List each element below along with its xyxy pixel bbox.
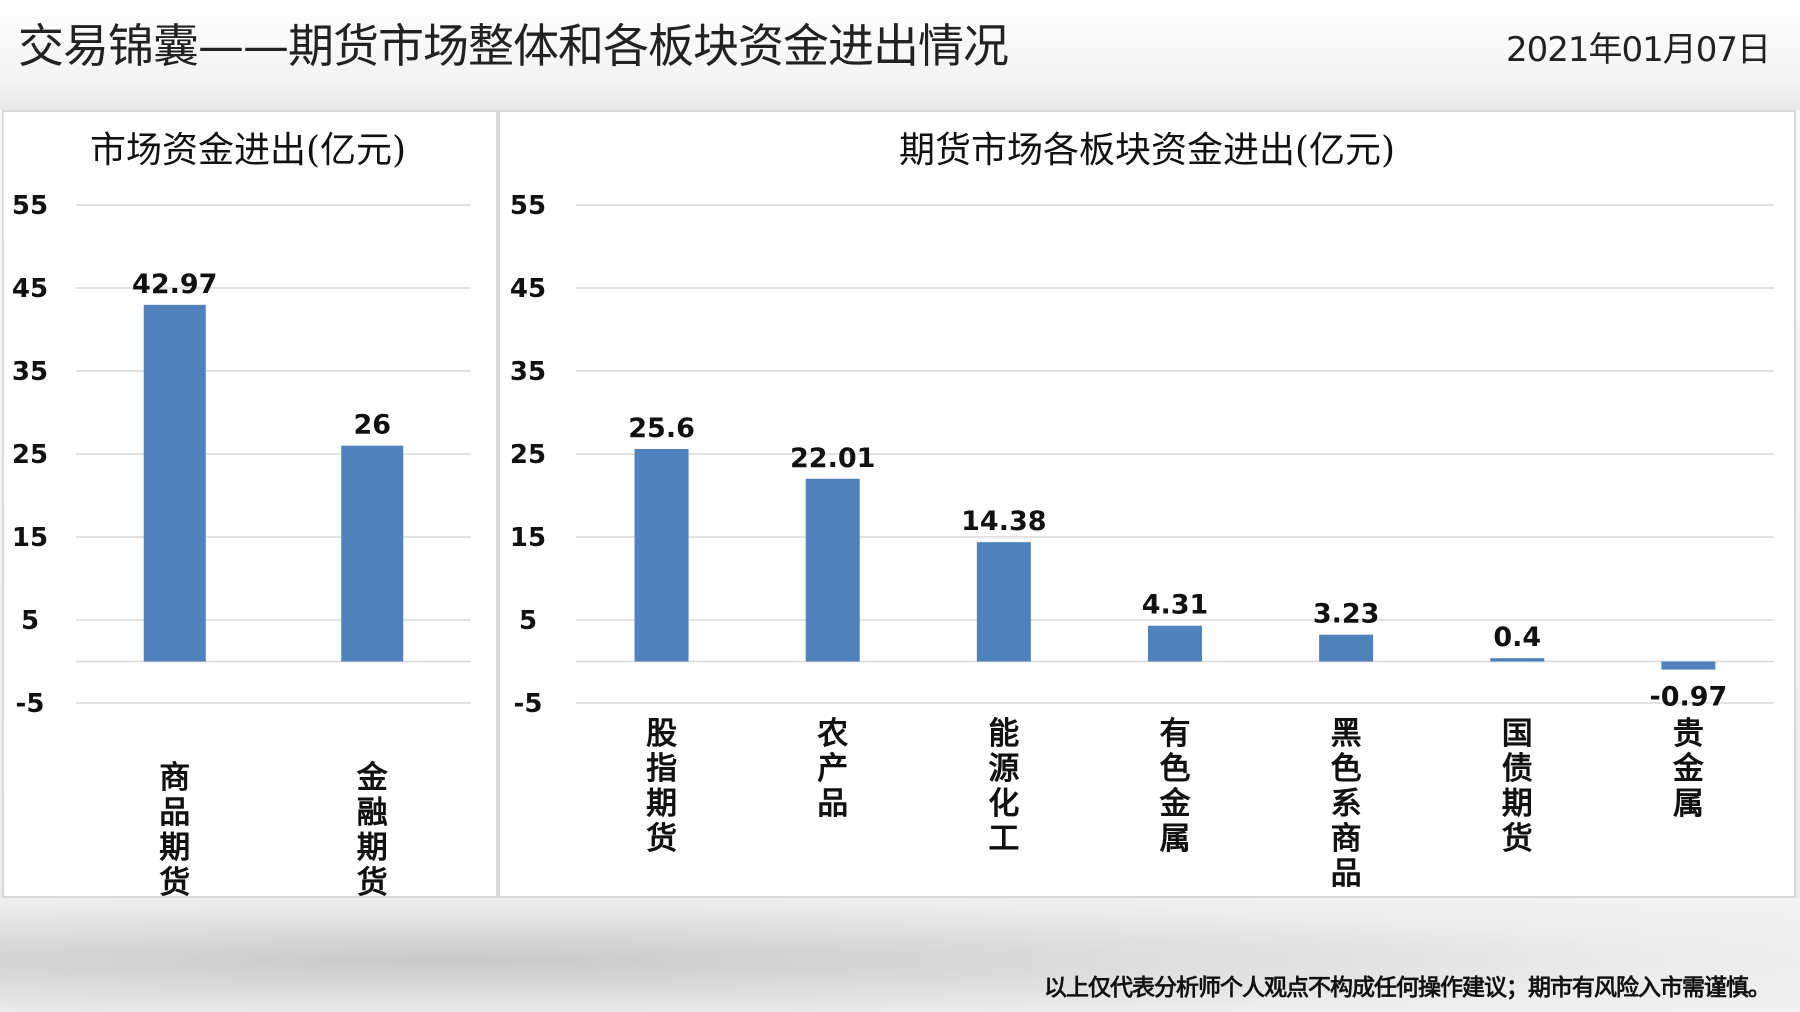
market-y-tick-label: 25: [12, 440, 48, 470]
market-y-tick-label: 35: [12, 357, 48, 387]
sector-category-label: 化: [988, 786, 1019, 822]
sector-bar: [1148, 625, 1202, 662]
market-category-label: 货: [357, 865, 388, 901]
sector-y-tick-label: 15: [510, 523, 546, 553]
market-category-label: 金: [356, 760, 389, 796]
market-bar: [143, 304, 206, 662]
sector-category-label: 金: [1159, 786, 1192, 822]
market-category-label: 品: [159, 795, 190, 831]
header-band: [0, 0, 1800, 110]
sector-category-label: 产: [817, 751, 848, 787]
sector-category-label: 色: [1331, 751, 1362, 787]
sector-category-label: 品: [1331, 856, 1362, 892]
sector-y-tick-label: -5: [514, 689, 543, 719]
market-flow-panel: [2, 110, 498, 898]
page-date: 2021年01月07日: [1505, 30, 1771, 70]
sector-value-label: 4.31: [1142, 590, 1209, 621]
sector-y-tick-label: 35: [510, 357, 546, 387]
bottom-ink-band: [0, 898, 1800, 1012]
sector-category-label: 黑: [1331, 716, 1362, 752]
sector-y-tick-label: 55: [510, 191, 546, 221]
sector-category-label: 工: [988, 821, 1019, 857]
sector-category-label: 货: [646, 821, 677, 857]
sector-category-label: 能: [988, 716, 1019, 752]
market-y-tick-label: 15: [12, 523, 48, 553]
sector-category-label: 源: [988, 751, 1019, 787]
sector-value-label: -0.97: [1650, 682, 1728, 713]
sector-category-label: 色: [1160, 751, 1191, 787]
market-category-label: 期: [357, 830, 388, 866]
sector-category-label: 货: [1502, 821, 1533, 857]
sector-category-label: 国: [1502, 716, 1533, 752]
market-y-tick-label: 55: [12, 191, 48, 221]
sector-value-label: 22.01: [790, 443, 875, 474]
sector-category-label: 属: [1673, 786, 1704, 822]
market-chart-title: 市场资金进出(亿元): [90, 130, 406, 171]
sector-y-tick-label: 25: [510, 440, 546, 470]
sector-category-label: 系: [1331, 786, 1362, 822]
sector-category-label: 金: [1672, 751, 1705, 787]
sector-category-label: 期: [1502, 786, 1533, 822]
sector-chart-title: 期货市场各板块资金进出(亿元): [899, 130, 1395, 171]
sector-category-label: 有: [1160, 716, 1191, 752]
sector-flow-panel: [498, 110, 1796, 898]
sector-category-label: 债: [1502, 751, 1533, 787]
market-value-label: 42.97: [132, 269, 217, 300]
market-value-label: 26: [353, 410, 391, 441]
sector-bar: [1490, 658, 1545, 662]
market-y-tick-label: -5: [16, 689, 45, 719]
sector-value-label: 25.6: [628, 413, 695, 444]
sector-category-label: 期: [646, 786, 677, 822]
sector-value-label: 3.23: [1313, 599, 1380, 630]
sector-category-label: 股: [646, 716, 677, 752]
sector-category-label: 指: [646, 751, 677, 787]
sector-category-label: 贵: [1673, 716, 1704, 752]
sector-category-label: 品: [817, 786, 848, 822]
sector-bar: [634, 449, 689, 662]
sector-category-label: 商: [1331, 821, 1362, 857]
market-category-label: 货: [159, 865, 190, 901]
market-y-tick-label: 5: [21, 606, 39, 636]
sector-category-label: 农: [817, 716, 848, 752]
sector-bar: [1319, 634, 1374, 662]
sector-bar: [1661, 661, 1716, 670]
sector-value-label: 14.38: [961, 506, 1046, 537]
market-category-label: 期: [159, 830, 190, 866]
sector-value-label: 0.4: [1493, 622, 1541, 653]
sector-y-tick-label: 5: [519, 606, 537, 636]
market-category-label: 融: [357, 795, 388, 831]
page-title: 交易锦囊——期货市场整体和各板块资金进出情况: [18, 19, 1009, 73]
market-category-label: 商: [159, 760, 190, 796]
sector-y-tick-label: 45: [510, 274, 546, 304]
market-y-tick-label: 45: [12, 274, 48, 304]
sector-bar: [976, 542, 1031, 662]
market-bar: [341, 445, 404, 662]
sector-category-label: 属: [1160, 821, 1191, 857]
sector-bar: [805, 478, 860, 662]
disclaimer-text: 以上仅代表分析师个人观点不构成任何操作建议；期市有风险入市需谨慎。: [1044, 975, 1771, 1001]
